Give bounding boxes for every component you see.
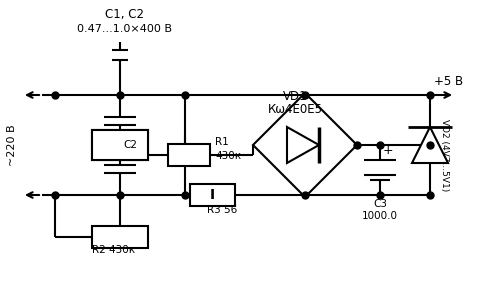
Text: R2 430к: R2 430к <box>92 245 135 255</box>
Text: I: I <box>210 188 215 202</box>
Polygon shape <box>412 127 448 163</box>
Text: C2: C2 <box>123 140 137 150</box>
Bar <box>92 130 148 160</box>
Text: R3 56: R3 56 <box>207 205 238 215</box>
Text: 0.47...1.0×400 В: 0.47...1.0×400 В <box>77 24 173 34</box>
Text: C1, C2: C1, C2 <box>106 8 144 21</box>
Text: C1: C1 <box>123 132 137 142</box>
Bar <box>92 130 148 160</box>
Text: 430к: 430к <box>215 151 241 161</box>
Bar <box>168 144 210 166</box>
Polygon shape <box>287 127 319 163</box>
Text: +: + <box>383 143 393 156</box>
Text: VD1: VD1 <box>282 90 307 103</box>
Text: ~220 В: ~220 В <box>7 124 17 166</box>
Text: C3: C3 <box>373 199 387 209</box>
Text: VD2 (4V7...5V1): VD2 (4V7...5V1) <box>441 119 449 191</box>
Bar <box>190 184 235 206</box>
Polygon shape <box>253 93 357 197</box>
Text: Кѡ4Е0Е5: Кѡ4Е0Е5 <box>268 103 323 116</box>
Bar <box>92 226 148 248</box>
Text: 1000.0: 1000.0 <box>362 211 398 221</box>
Text: R1: R1 <box>215 137 229 147</box>
Text: +5 В: +5 В <box>434 75 463 88</box>
